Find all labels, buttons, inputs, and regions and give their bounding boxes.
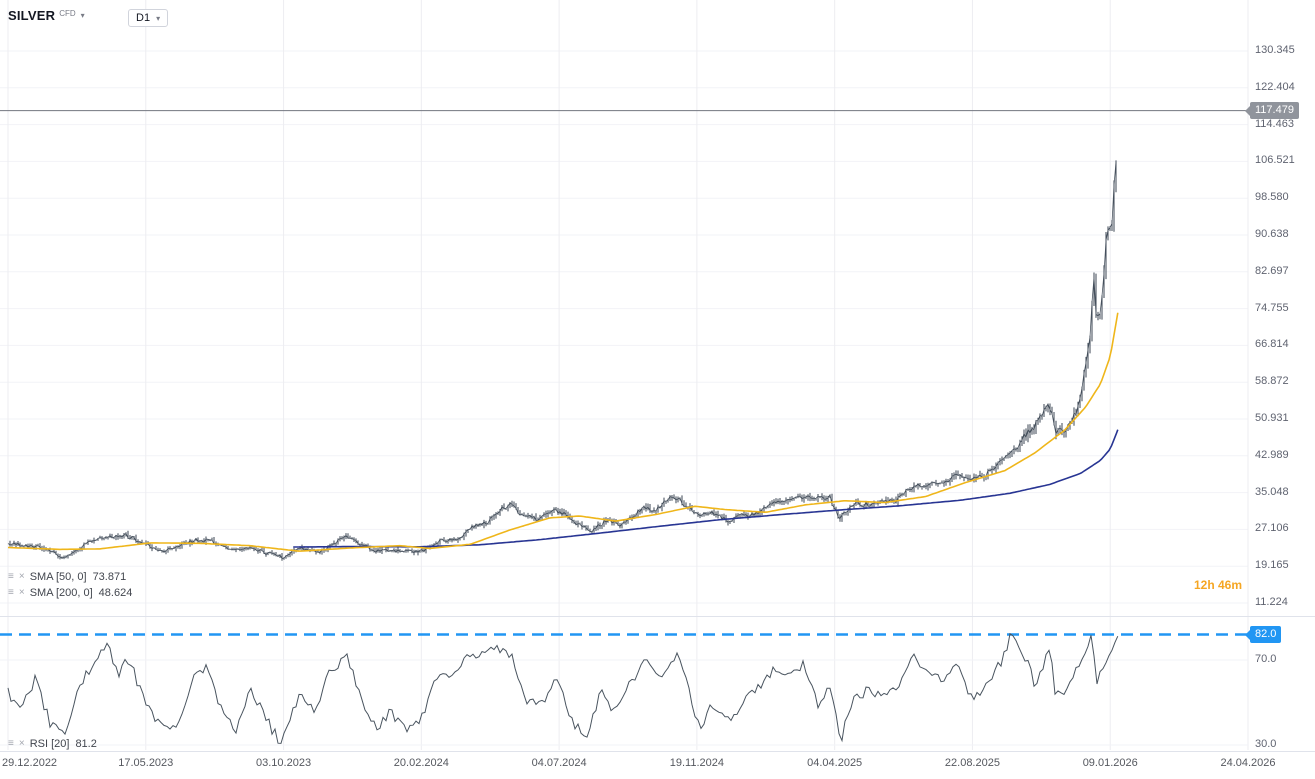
- chart-header: SILVER CFD ▾: [8, 8, 85, 23]
- price-tick-label: 35.048: [1255, 485, 1289, 498]
- date-tick-label: 29.12.2022: [2, 757, 58, 769]
- grid: [0, 0, 1315, 752]
- date-tick-label: 03.10.2023: [256, 757, 312, 769]
- symbol-picker[interactable]: SILVER CFD ▾: [8, 8, 85, 23]
- rsi-tick-label: 30.0: [1255, 738, 1277, 750]
- price-tick-label: 42.989: [1255, 448, 1289, 461]
- price-tick-label: 82.697: [1255, 264, 1289, 277]
- date-tick-label: 04.07.2024: [531, 757, 587, 769]
- chevron-down-icon: ▾: [156, 14, 161, 23]
- price-tick-label: 58.872: [1255, 375, 1289, 388]
- price-tick-label: 11.224: [1255, 596, 1288, 608]
- date-tick-label: 19.11.2024: [669, 757, 724, 769]
- date-tick-label: 09.01.2026: [1082, 757, 1138, 769]
- date-tick-label: 24.04.2026: [1220, 757, 1276, 769]
- sma50-legend: ≡ × SMA [50, 0] 73.871: [8, 569, 126, 584]
- sma50-label: SMA [50, 0]: [29, 570, 87, 583]
- price-axis[interactable]: 117.479 82.0 130.345 122.404 114.463 106.52…: [1248, 0, 1315, 779]
- rsi-value: 81.2: [75, 737, 97, 750]
- indicator-remove-icon[interactable]: ×: [18, 570, 25, 582]
- price-tick-label: 98.580: [1255, 191, 1289, 204]
- price-tick-label: 130.345: [1255, 44, 1295, 56]
- rsi-tick-label: 70.0: [1255, 653, 1277, 665]
- timeframe-value: D1: [136, 12, 151, 24]
- price-tick-label: 90.638: [1255, 228, 1289, 240]
- date-tick-label: 22.08.2025: [944, 757, 1000, 769]
- rsi-threshold-tag[interactable]: 82.0: [1250, 626, 1282, 643]
- price-tick-label: 50.931: [1255, 412, 1289, 424]
- rsi-legend: ≡ × RSI [20] 81.2: [8, 736, 97, 751]
- indicator-remove-icon[interactable]: ×: [18, 737, 25, 749]
- candlestick-series: [7, 160, 1117, 561]
- sma50-line: [7, 312, 1119, 552]
- date-tick-label: 20.02.2024: [393, 757, 449, 769]
- price-tick-label: 66.814: [1255, 338, 1289, 351]
- price-tick-label: 74.755: [1255, 301, 1289, 314]
- symbol-name: SILVER: [8, 8, 56, 23]
- sma50-value: 73.871: [92, 570, 127, 583]
- market-type-label: CFD: [59, 9, 76, 18]
- date-tick-label: 04.04.2025: [807, 757, 863, 769]
- time-axis[interactable]: 29.12.2022 17.05.2023 03.10.2023 20.02.2024…: [0, 751, 1315, 779]
- indicator-settings-icon[interactable]: ≡: [8, 586, 14, 598]
- indicator-settings-icon[interactable]: ≡: [8, 737, 14, 749]
- chevron-down-icon: ▾: [80, 11, 85, 20]
- date-tick-label: 17.05.2023: [118, 757, 174, 769]
- candle-close-countdown: 12h 46m: [1193, 578, 1242, 592]
- sma200-line: [293, 429, 1119, 548]
- price-tick-label: 27.106: [1255, 522, 1289, 535]
- rsi-line: [7, 632, 1119, 744]
- indicator-settings-icon[interactable]: ≡: [8, 570, 14, 582]
- rsi-label: RSI [20]: [29, 737, 70, 750]
- current-price-tag: 117.479: [1250, 102, 1299, 120]
- indicator-remove-icon[interactable]: ×: [18, 586, 25, 598]
- price-tick-label: 114.463: [1255, 117, 1294, 130]
- timeframe-select[interactable]: D1 ▾: [128, 9, 169, 27]
- price-tick-label: 19.165: [1255, 559, 1289, 572]
- price-tick-label: 106.521: [1255, 154, 1295, 167]
- price-tick-label: 122.404: [1255, 80, 1295, 93]
- sma200-value: 48.624: [98, 586, 133, 599]
- sma200-legend: ≡ × SMA [200, 0] 48.624: [8, 585, 132, 600]
- sma200-label: SMA [200, 0]: [29, 586, 93, 599]
